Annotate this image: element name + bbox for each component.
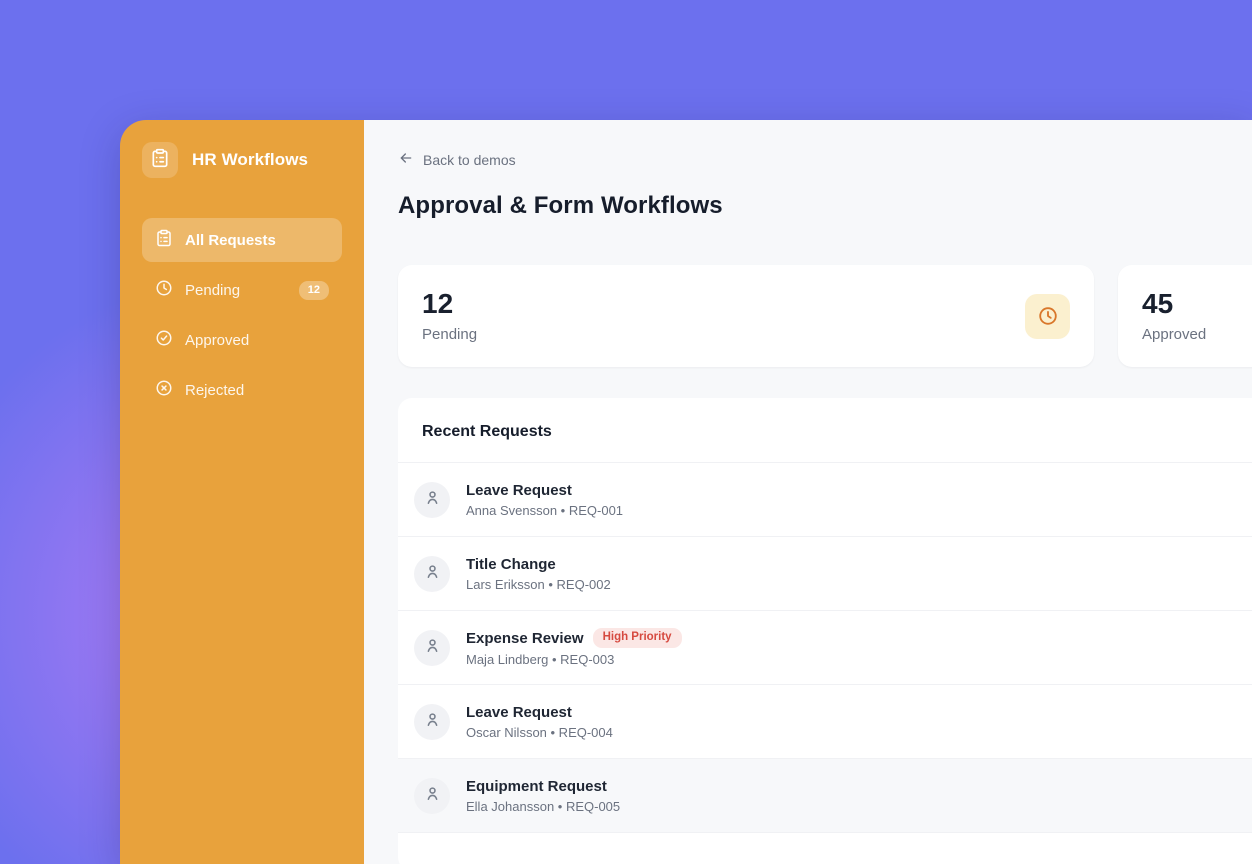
request-text: Expense Review High Priority Maja Lindbe…: [466, 628, 682, 667]
high-priority-badge: High Priority: [592, 628, 682, 648]
sidebar-item-rejected[interactable]: Rejected: [142, 368, 342, 412]
clock-icon: [155, 279, 173, 301]
recent-requests-title: Recent Requests: [398, 398, 1252, 463]
request-subtitle: Lars Eriksson • REQ-002: [466, 576, 611, 592]
x-circle-icon: [155, 379, 173, 401]
request-row[interactable]: Title Change Lars Eriksson • REQ-002: [398, 537, 1252, 611]
request-subtitle: Maja Lindberg • REQ-003: [466, 651, 615, 667]
sidebar-item-label: Pending: [185, 281, 241, 299]
avatar: [414, 481, 450, 518]
request-title: Expense Review: [466, 629, 584, 647]
stat-label: Approved: [1142, 325, 1207, 343]
sidebar-item-pending[interactable]: Pending 12: [142, 268, 342, 312]
avatar: [414, 555, 450, 592]
sidebar-nav: All Requests Pending 12 Approved: [142, 218, 342, 412]
request-title: Leave Request: [466, 703, 572, 721]
clipboard-icon: [150, 148, 170, 173]
app-logo: [142, 142, 178, 178]
sidebar-item-label: Approved: [185, 331, 250, 349]
request-row[interactable]: Leave Request Anna Svensson • REQ-001: [398, 463, 1252, 537]
avatar: [414, 629, 450, 666]
request-title: Leave Request: [466, 481, 572, 499]
request-text: Title Change Lars Eriksson • REQ-002: [466, 556, 611, 592]
person-icon: [423, 784, 442, 808]
page-title: Approval & Form Workflows: [398, 192, 723, 219]
person-icon: [423, 488, 442, 512]
person-icon: [423, 710, 442, 734]
recent-requests-card: Recent Requests Leave Request Anna Svens…: [398, 398, 1252, 864]
app-title: HR Workflows: [192, 150, 309, 169]
person-icon: [423, 562, 442, 586]
stat-card-pending: 12 Pending: [398, 265, 1094, 367]
request-text: Leave Request Oscar Nilsson • REQ-004: [466, 704, 613, 740]
request-row[interactable]: Expense Review High Priority Maja Lindbe…: [398, 611, 1252, 685]
request-text: Leave Request Anna Svensson • REQ-001: [466, 482, 623, 518]
stat-value: 45: [1142, 287, 1174, 319]
sidebar: HR Workflows All Requests: [120, 120, 364, 864]
request-title: Equipment Request: [466, 777, 607, 795]
sidebar-item-all-requests[interactable]: All Requests: [142, 218, 342, 262]
request-subtitle: Ella Johansson • REQ-005: [466, 798, 621, 814]
avatar: [414, 777, 450, 814]
request-text: Equipment Request Ella Johansson • REQ-0…: [466, 778, 620, 814]
pending-count-badge: 12: [298, 280, 329, 300]
stat-text: 45 Approved: [1142, 287, 1207, 343]
back-link-label: Back to demos: [423, 151, 516, 168]
clock-icon: [1025, 293, 1070, 339]
sidebar-header: HR Workflows: [142, 142, 342, 178]
sidebar-item-label: All Requests: [185, 231, 276, 249]
stat-card-approved: 45 Approved: [1118, 265, 1252, 367]
sidebar-item-approved[interactable]: Approved: [142, 318, 342, 362]
request-row[interactable]: Equipment Request Ella Johansson • REQ-0…: [398, 759, 1252, 833]
stats-row: 12 Pending 45 Approved: [398, 265, 1252, 367]
check-circle-icon: [155, 329, 173, 351]
person-icon: [423, 636, 442, 660]
sidebar-item-label: Rejected: [185, 381, 245, 399]
request-subtitle: Anna Svensson • REQ-001: [466, 502, 624, 518]
stat-text: 12 Pending: [422, 287, 478, 343]
request-title: Title Change: [466, 555, 556, 573]
request-row[interactable]: Leave Request Oscar Nilsson • REQ-004: [398, 685, 1252, 759]
app-window: HR Workflows All Requests: [120, 120, 1252, 864]
arrow-left-icon: [398, 150, 414, 169]
request-subtitle: Oscar Nilsson • REQ-004: [466, 724, 613, 740]
stat-label: Pending: [422, 325, 478, 343]
stat-value: 12: [422, 287, 454, 319]
main-content: Back to demos Approval & Form Workflows …: [364, 120, 1252, 864]
back-to-demos-link[interactable]: Back to demos: [398, 150, 516, 169]
avatar: [414, 703, 450, 740]
clipboard-icon: [155, 229, 173, 251]
